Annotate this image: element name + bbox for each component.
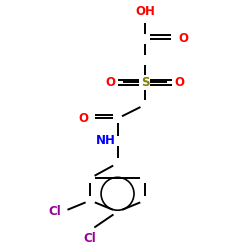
- Text: S: S: [141, 76, 149, 89]
- Text: O: O: [78, 112, 88, 125]
- Text: OH: OH: [135, 5, 155, 18]
- Text: O: O: [106, 76, 116, 89]
- Text: Cl: Cl: [84, 232, 96, 245]
- Text: NH: NH: [96, 134, 116, 147]
- Text: Cl: Cl: [48, 205, 61, 218]
- Text: O: O: [174, 76, 184, 89]
- Text: O: O: [178, 32, 188, 46]
